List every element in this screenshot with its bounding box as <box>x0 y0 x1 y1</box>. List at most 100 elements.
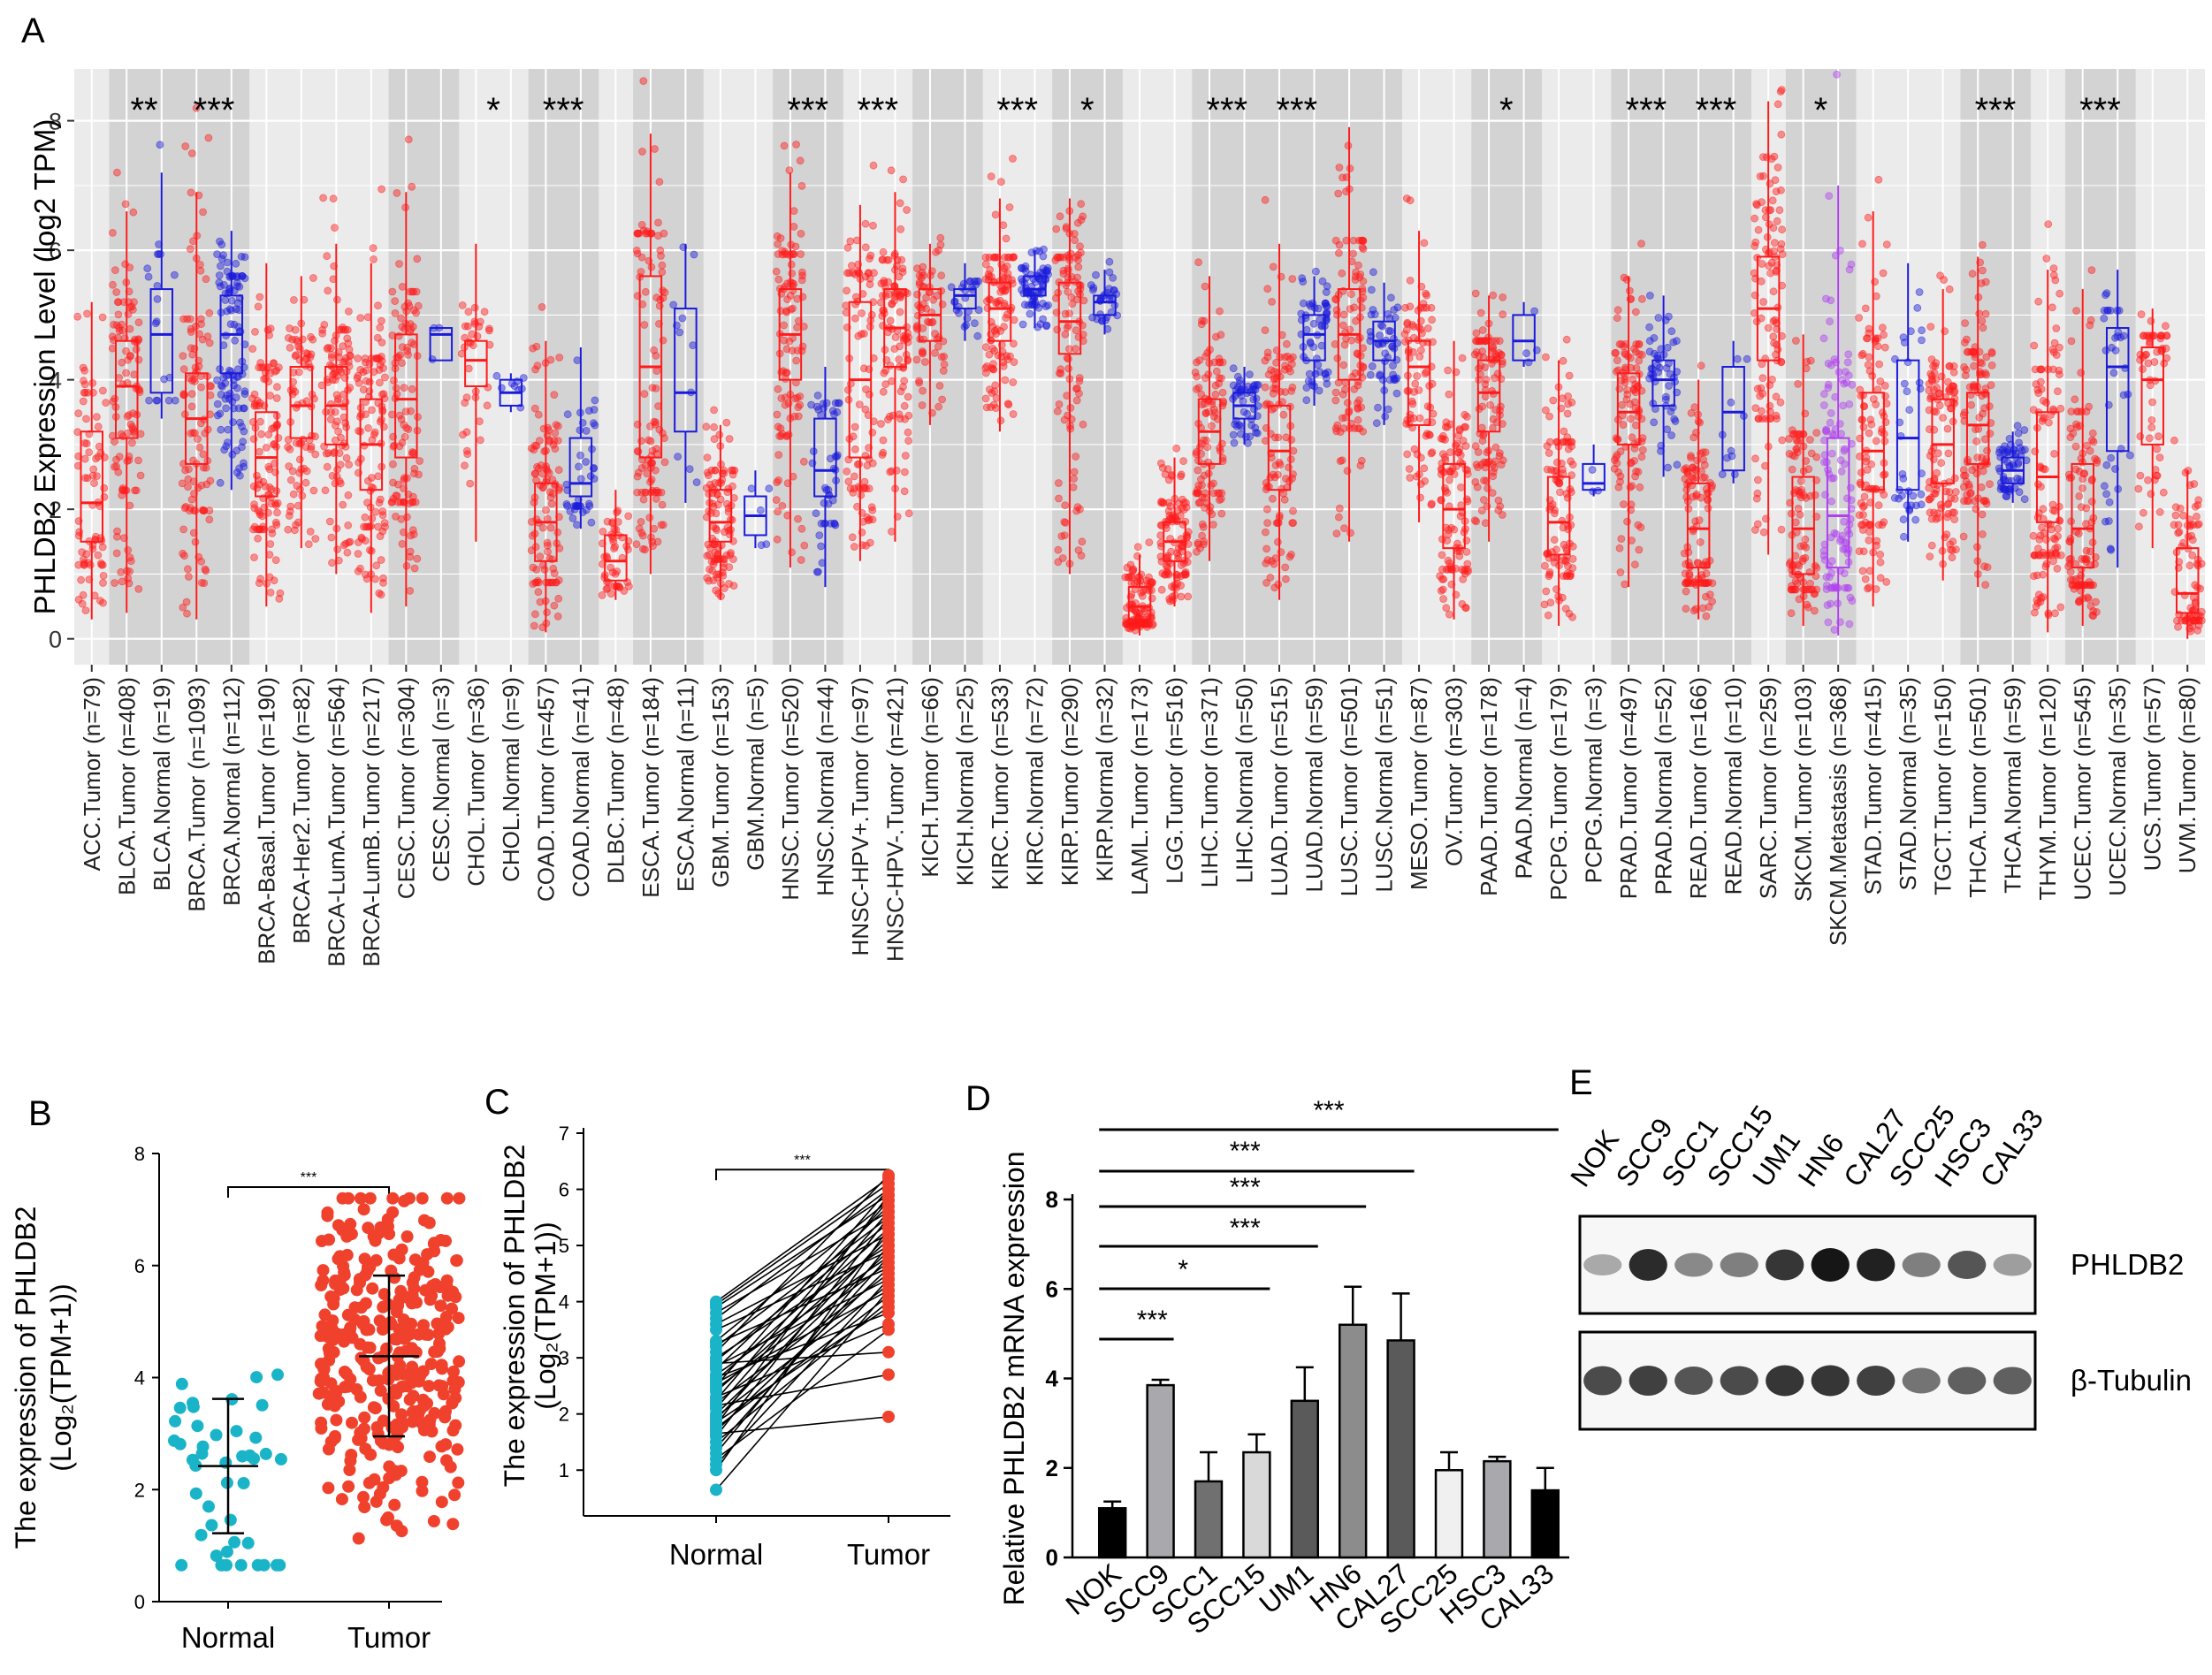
data-point <box>272 366 281 375</box>
data-point <box>919 386 927 395</box>
data-point <box>1055 479 1063 487</box>
data-point <box>1384 405 1392 414</box>
data-point <box>369 244 378 253</box>
data-point <box>374 472 383 481</box>
data-point <box>1882 240 1891 249</box>
data-point <box>1456 451 1465 460</box>
data-point <box>2150 358 2159 366</box>
data-point <box>89 465 98 474</box>
data-point <box>402 423 411 432</box>
data-point <box>996 416 1005 425</box>
data-point <box>985 350 994 359</box>
data-point <box>213 376 222 384</box>
data-point <box>248 394 256 403</box>
data-point <box>1882 578 1891 586</box>
data-point <box>80 454 89 463</box>
data-point <box>1268 297 1276 306</box>
data-point <box>362 358 370 367</box>
data-point <box>191 537 200 546</box>
data-point <box>575 462 583 471</box>
data-point <box>1839 401 1848 410</box>
data-point <box>2053 387 2062 396</box>
data-point <box>1549 396 1558 405</box>
data-point <box>272 394 281 402</box>
data-point <box>1773 100 1782 109</box>
data-point <box>375 378 384 387</box>
data-point <box>2193 513 2201 521</box>
data-point <box>181 142 190 150</box>
data-point <box>1378 322 1387 331</box>
data-point <box>1263 285 1272 293</box>
data-point <box>1410 445 1419 453</box>
data-point <box>1944 499 1953 507</box>
data-point <box>1177 582 1185 590</box>
data-point <box>203 332 212 341</box>
data-point <box>729 582 738 590</box>
data-point <box>1480 476 1488 484</box>
data-point <box>1959 532 1968 541</box>
data-point <box>1932 515 1941 523</box>
data-point <box>1072 453 1080 461</box>
data-point <box>1073 384 1081 392</box>
data-point <box>1137 589 1146 598</box>
data-point <box>268 529 277 537</box>
data-point <box>286 324 294 332</box>
data-point <box>1982 353 1991 362</box>
data-point <box>1564 525 1573 534</box>
data-point <box>1759 298 1767 306</box>
data-point <box>2048 303 2056 312</box>
data-point <box>780 141 789 150</box>
data-point <box>652 367 661 376</box>
data-point <box>940 360 949 369</box>
data-point <box>1076 505 1084 514</box>
data-point <box>77 575 85 584</box>
data-point <box>1550 536 1559 544</box>
data-point <box>187 188 195 197</box>
data-point <box>652 495 660 503</box>
data-point <box>1172 444 1181 453</box>
data-point <box>1937 459 1946 468</box>
data-point <box>238 423 246 431</box>
data-point <box>533 462 541 471</box>
data-point <box>1286 455 1295 464</box>
data-point <box>785 337 794 346</box>
data-point <box>937 271 946 280</box>
data-point <box>896 293 904 302</box>
data-point <box>1338 269 1346 278</box>
data-point <box>1201 282 1209 291</box>
data-point <box>1445 390 1453 399</box>
data-point <box>639 77 648 85</box>
data-point <box>1496 502 1505 511</box>
data-point <box>1757 277 1766 286</box>
data-point <box>765 484 774 493</box>
data-point <box>576 451 584 460</box>
data-point <box>1705 603 1713 611</box>
data-point <box>2139 508 2147 517</box>
data-point <box>1788 465 1796 474</box>
data-point <box>108 344 117 353</box>
data-point <box>118 486 127 495</box>
data-point <box>397 415 406 423</box>
data-point <box>794 514 802 523</box>
data-point <box>1065 309 1073 318</box>
data-point <box>2155 453 2164 461</box>
data-point <box>1239 397 1247 406</box>
data-point <box>1866 415 1875 424</box>
data-point <box>1697 362 1705 370</box>
data-point <box>1000 299 1009 308</box>
data-point <box>708 567 716 575</box>
data-point <box>200 579 209 588</box>
data-point <box>1044 301 1052 309</box>
data-point <box>286 476 295 484</box>
data-point <box>1987 361 1996 369</box>
data-point <box>1880 331 1888 339</box>
data-point <box>1335 513 1343 522</box>
data-point <box>409 287 418 296</box>
data-point <box>1770 152 1779 161</box>
data-point <box>377 556 385 564</box>
data-point <box>613 567 622 575</box>
data-point <box>1198 520 1207 529</box>
data-point <box>1389 370 1397 379</box>
data-point <box>1339 414 1346 423</box>
data-point <box>1354 424 1362 433</box>
